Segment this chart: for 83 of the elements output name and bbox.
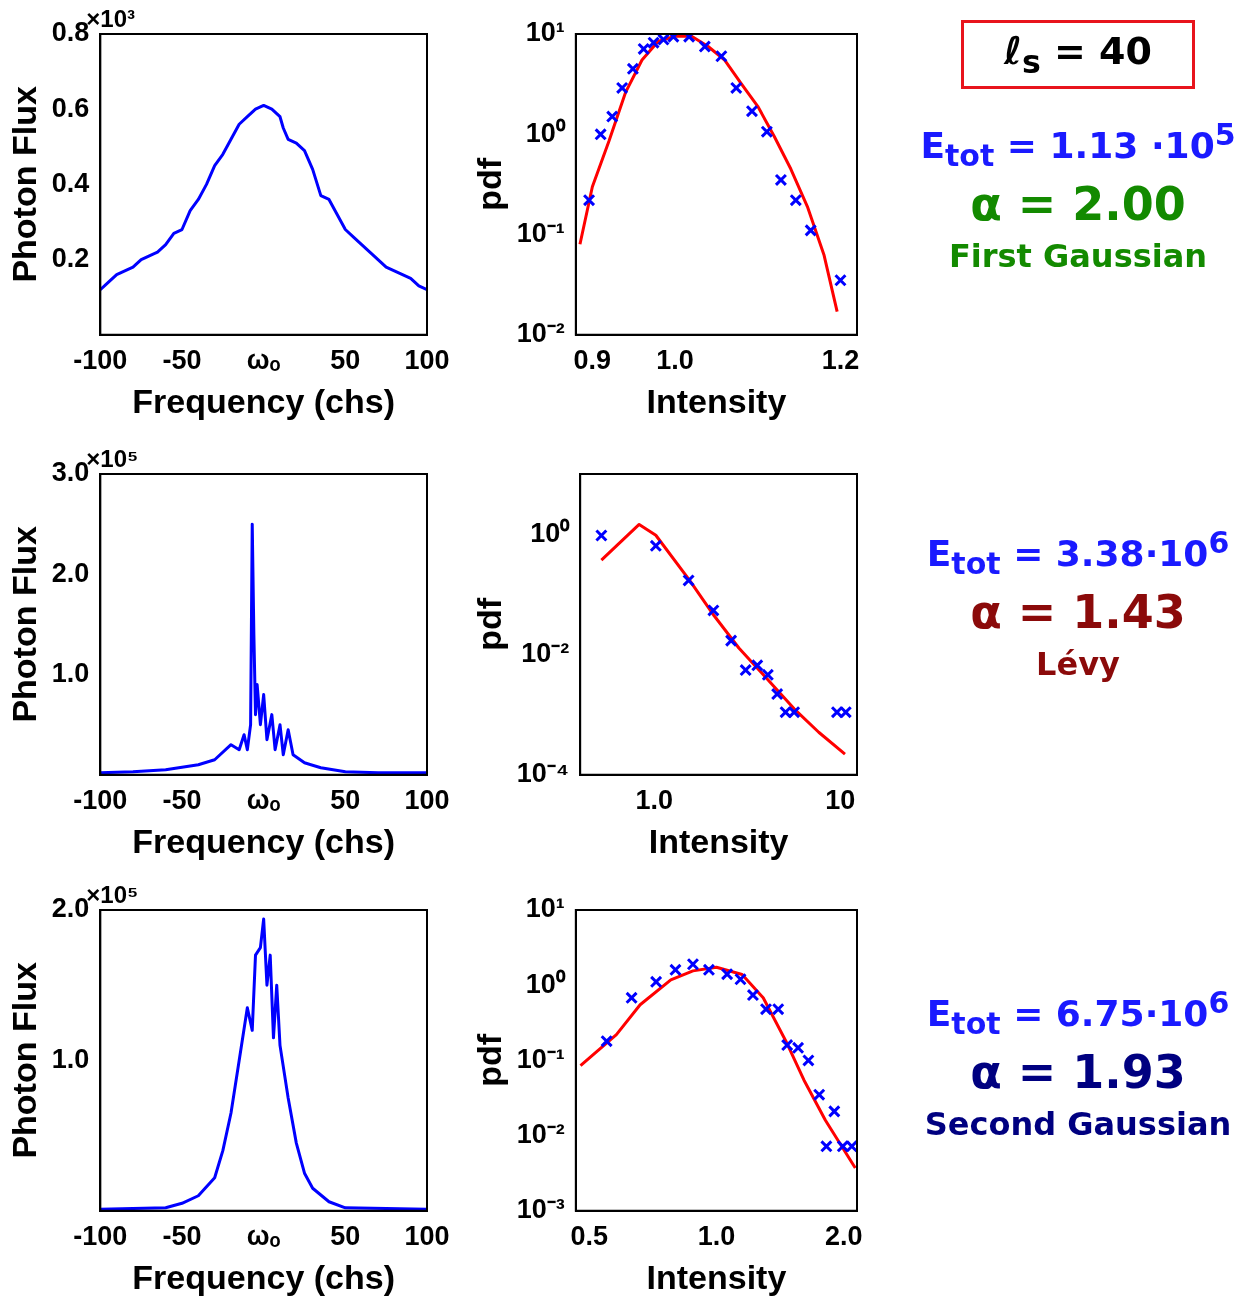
- x-tick-label: 1.0: [635, 785, 673, 816]
- y-tick-label: 10⁻¹: [516, 1043, 565, 1074]
- point: [666, 34, 680, 44]
- point: [760, 125, 774, 139]
- y-tick-label: 0.4: [51, 167, 90, 198]
- point: [789, 193, 803, 207]
- x-tick-label: 50: [330, 1221, 361, 1252]
- y-axis-title: pdf: [469, 597, 508, 651]
- y-tick-label: 0.8: [51, 17, 90, 48]
- y-axis-title: pdf: [469, 157, 508, 211]
- x-tick-label: 10: [825, 785, 856, 816]
- y-tick-label: 10⁻²: [521, 637, 570, 668]
- text: α = 1.93: [970, 1045, 1186, 1100]
- x-tick-label: 0.5: [570, 1221, 608, 1252]
- x-axis-title: Frequency (chs): [132, 1257, 395, 1296]
- point: [582, 193, 596, 207]
- y-tick-label: 10⁰: [525, 117, 566, 148]
- text: E$_{tot}$ = 3.38·10$^{6}$: [926, 525, 1230, 582]
- text: Second Gaussian: [924, 1105, 1232, 1144]
- point: [729, 81, 743, 95]
- y-tick-label: 10⁻²: [516, 318, 565, 349]
- point: [804, 223, 818, 237]
- x-tick-label: 50: [330, 785, 361, 816]
- y-tick-label: 10⁻¹: [516, 217, 565, 248]
- x-axis-title: Frequency (chs): [132, 821, 395, 860]
- y-tick-label: 2.0: [51, 557, 90, 588]
- y-tick-label: 10¹: [525, 893, 565, 924]
- point: [594, 127, 608, 141]
- point: [657, 34, 670, 47]
- y-tick-label: 10⁰: [525, 968, 566, 999]
- point: [647, 36, 661, 50]
- point: [605, 110, 619, 124]
- x-tick-label: 2.0: [824, 1221, 863, 1252]
- x-axis-title: Intensity: [648, 821, 789, 860]
- text: α = 2.00: [970, 176, 1186, 231]
- x-tick-label: 50: [330, 345, 361, 376]
- x-axis-title: Frequency (chs): [132, 381, 395, 420]
- x-tick-label: ωₒ: [246, 345, 281, 376]
- x-tick-label: 1.0: [656, 345, 694, 376]
- point: [745, 104, 759, 118]
- y-tick-label: 1.0: [51, 657, 90, 688]
- x-tick-label: 0.9: [573, 345, 612, 376]
- y-tick-label: 0.6: [51, 92, 90, 123]
- text: First Gaussian: [948, 236, 1208, 275]
- x-tick-label: -100: [73, 1221, 128, 1252]
- x-tick-label: 100: [404, 1221, 450, 1252]
- text: ℓ$_{s}$ = 40: [961, 20, 1195, 89]
- point: [615, 81, 629, 95]
- x-tick-label: 1.0: [697, 1221, 736, 1252]
- x-tick-label: 100: [404, 345, 450, 376]
- x-tick-label: -100: [73, 345, 128, 376]
- point: [637, 42, 651, 56]
- y-tick-label: 10⁰: [530, 517, 571, 548]
- y-axis-title: Photon Flux: [4, 526, 43, 723]
- point: [774, 173, 788, 187]
- x-axis-title: Intensity: [646, 381, 787, 420]
- y-tick-label: 10⁻⁴: [516, 758, 570, 789]
- text: α = 1.43: [970, 585, 1186, 640]
- x-tick-label: 1.2: [821, 345, 860, 376]
- y-tick-label: 0.2: [51, 243, 90, 274]
- text: E$_{tot}$ = 6.75·10$^{6}$: [926, 985, 1230, 1042]
- x-tick-label: ωₒ: [246, 785, 281, 816]
- text: Lévy: [1036, 645, 1120, 684]
- y-axis-title: Photon Flux: [4, 86, 43, 283]
- y-tick-label: 1.0: [51, 1043, 90, 1074]
- point: [698, 40, 712, 53]
- point: [714, 49, 728, 63]
- x-tick-label: -50: [162, 345, 202, 376]
- y-tick-label: 10⁻²: [516, 1119, 565, 1150]
- x-tick-label: -50: [162, 1221, 202, 1252]
- y-tick-label: 10¹: [525, 17, 565, 48]
- x-axis-title: Intensity: [646, 1257, 787, 1296]
- x-tick-label: -100: [73, 785, 128, 816]
- y-axis-title: Photon Flux: [4, 962, 43, 1159]
- x-tick-label: 100: [404, 785, 450, 816]
- point: [834, 273, 847, 287]
- point: [626, 62, 640, 76]
- x-tick-label: -50: [162, 785, 202, 816]
- y-tick-label: 10⁻³: [516, 1194, 565, 1225]
- x-tick-label: ωₒ: [246, 1221, 281, 1252]
- point: [682, 34, 696, 44]
- text: E$_{tot}$ = 1.13 ·10$^{5}$: [920, 116, 1236, 173]
- y-axis-title: pdf: [469, 1033, 508, 1087]
